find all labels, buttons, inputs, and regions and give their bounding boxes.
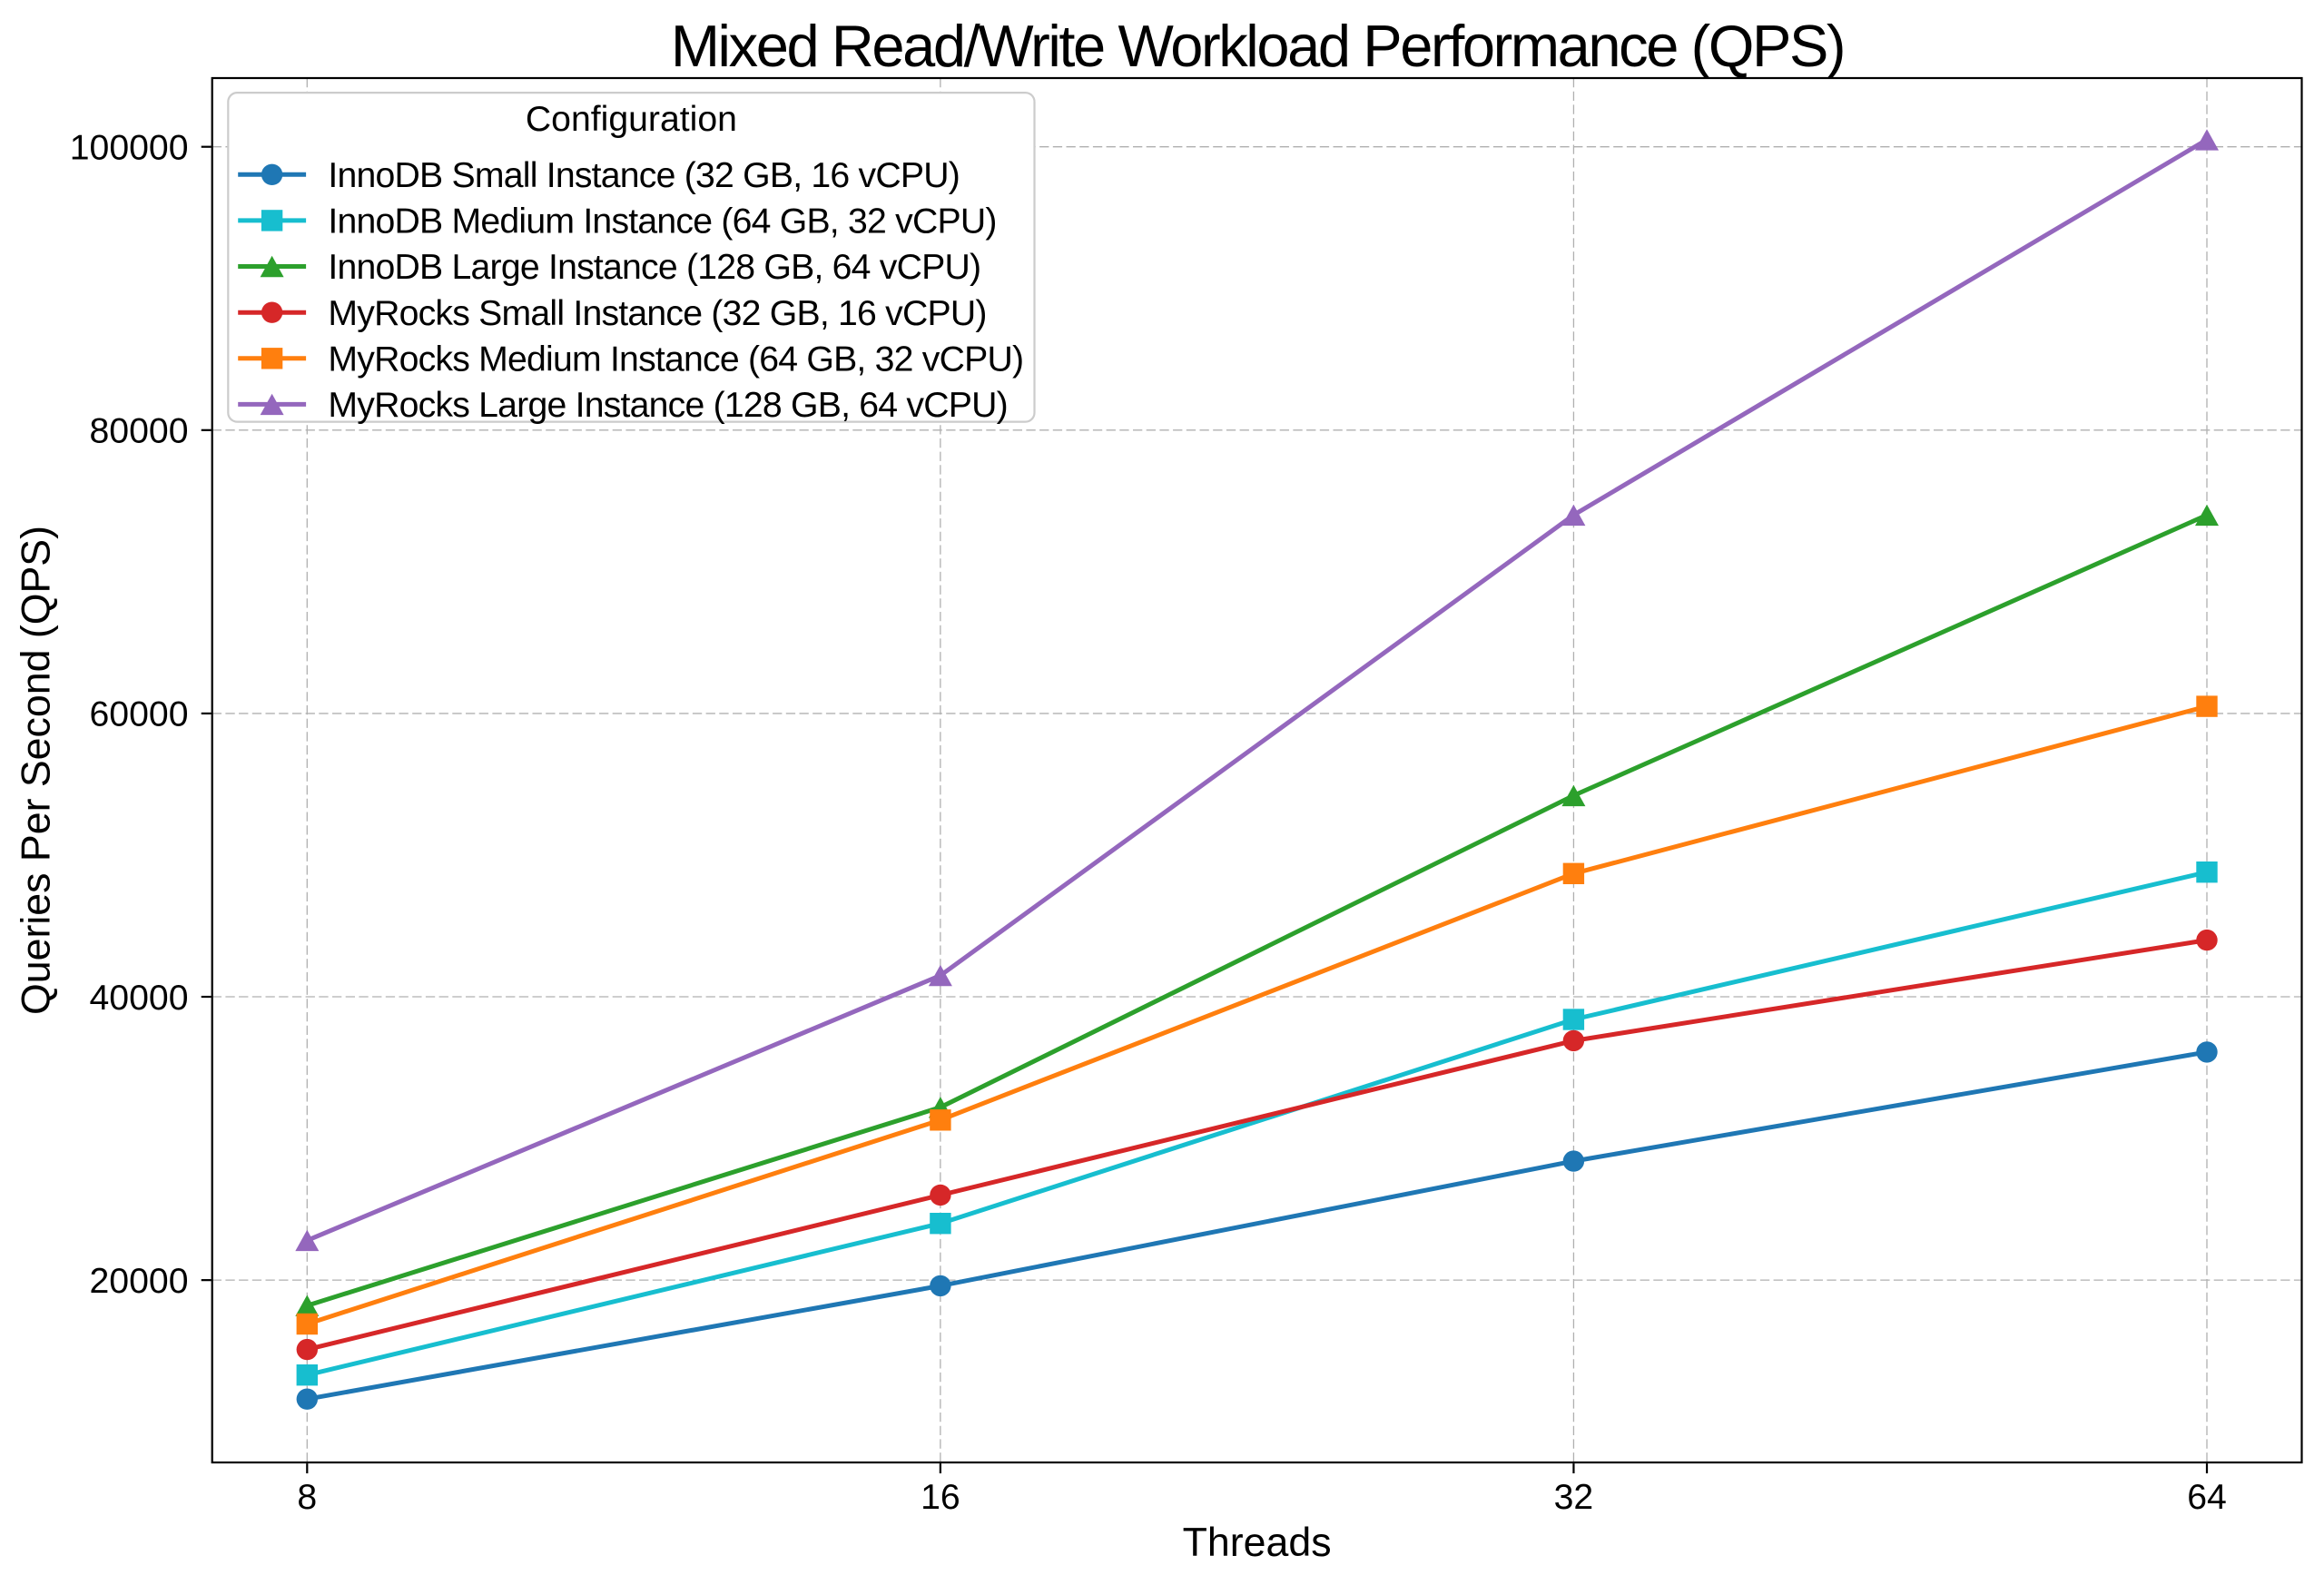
svg-text:8: 8 xyxy=(297,1478,317,1517)
svg-text:Configuration: Configuration xyxy=(526,100,737,139)
svg-text:MyRocks Small Instance (32 GB,: MyRocks Small Instance (32 GB, 16 vCPU) xyxy=(328,294,986,333)
svg-text:20000: 20000 xyxy=(90,1262,189,1301)
svg-text:MyRocks Medium Instance (64 GB: MyRocks Medium Instance (64 GB, 32 vCPU) xyxy=(328,340,1023,379)
svg-text:60000: 60000 xyxy=(90,695,189,734)
svg-text:64: 64 xyxy=(2187,1478,2227,1517)
svg-text:Threads: Threads xyxy=(1183,1521,1332,1565)
svg-text:16: 16 xyxy=(921,1478,960,1517)
svg-text:100000: 100000 xyxy=(70,128,189,167)
svg-text:MyRocks Large Instance (128 GB: MyRocks Large Instance (128 GB, 64 vCPU) xyxy=(328,386,1008,425)
svg-text:80000: 80000 xyxy=(90,412,189,451)
svg-text:Queries Per Second (QPS): Queries Per Second (QPS) xyxy=(15,526,59,1015)
svg-text:32: 32 xyxy=(1554,1478,1594,1517)
svg-text:Mixed Read/Write Workload Perf: Mixed Read/Write Workload Performance (Q… xyxy=(671,13,1844,79)
svg-text:InnoDB Medium Instance (64 GB,: InnoDB Medium Instance (64 GB, 32 vCPU) xyxy=(328,202,996,241)
svg-text:InnoDB Large Instance (128 GB,: InnoDB Large Instance (128 GB, 64 vCPU) xyxy=(328,248,980,287)
svg-text:InnoDB Small Instance (32 GB,: InnoDB Small Instance (32 GB, 16 vCPU) xyxy=(328,156,960,195)
svg-text:40000: 40000 xyxy=(90,979,189,1018)
